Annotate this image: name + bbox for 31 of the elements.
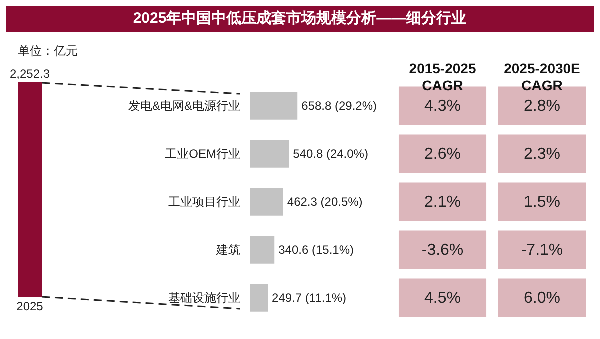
bar xyxy=(250,236,275,264)
data-label: 340.6 (15.1%) xyxy=(278,243,354,257)
text: 单位：亿元 xyxy=(18,44,78,58)
data-label: 540.8 (24.0%) xyxy=(293,147,368,161)
data-label: 462.3 (20.5%) xyxy=(287,195,363,209)
bar xyxy=(250,140,290,168)
y-tick-label: 工业OEM行业 xyxy=(165,147,240,161)
text: -7.1% xyxy=(521,242,564,259)
y-tick-label: 建筑 xyxy=(216,243,240,257)
category-label: 2015-2025 CAGR xyxy=(409,60,476,94)
chart-title: 2025年中国中低压成套市场规模分析——细分行业 xyxy=(6,6,594,32)
x-tick-label: 2025 xyxy=(16,300,44,314)
text: 6.0% xyxy=(524,290,560,307)
data-label: 2,252.3 xyxy=(10,67,50,81)
data-label: 249.7 (11.1%) xyxy=(272,291,347,305)
text: -3.6% xyxy=(422,242,464,259)
y-tick-label: 基础设施行业 xyxy=(168,291,240,305)
text: 1.5% xyxy=(524,194,560,211)
bar xyxy=(250,284,268,312)
category-label: 2025-2030E CAGR xyxy=(504,60,580,94)
data-label: 658.8 (29.2%) xyxy=(302,99,378,113)
text: 2.1% xyxy=(424,194,461,211)
y-tick-label: 发电&电网&电源行业 xyxy=(128,99,240,113)
y-tick-label: 工业项目行业 xyxy=(168,195,240,209)
bar xyxy=(250,92,298,120)
text: 2.3% xyxy=(524,146,560,163)
text: 4.3% xyxy=(424,98,461,115)
text: 2.8% xyxy=(524,98,560,115)
text: 4.5% xyxy=(424,290,461,307)
bar xyxy=(250,188,284,216)
text: 2.6% xyxy=(424,146,461,163)
